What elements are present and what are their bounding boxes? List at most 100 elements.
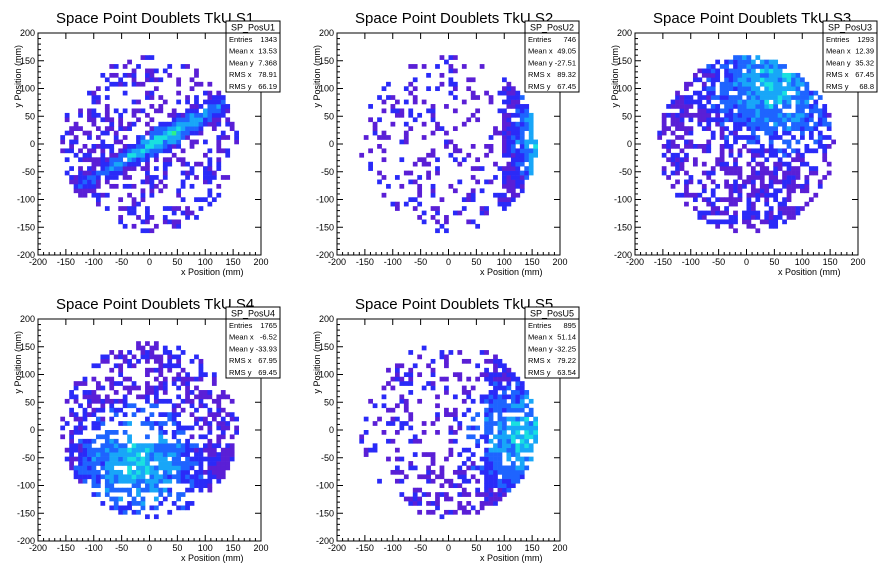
heatmap-cell [118, 452, 124, 457]
heatmap-cell [733, 135, 738, 140]
heatmap-cell [786, 183, 792, 189]
heatmap-cell [777, 135, 783, 140]
heatmap-cell [403, 407, 409, 413]
heatmap-cell [171, 474, 177, 480]
heatmap-cell [408, 376, 414, 382]
heatmap-cell [488, 447, 494, 453]
heatmap-cell [506, 86, 512, 92]
heatmap-cell [444, 456, 449, 462]
heatmap-cell [185, 126, 190, 131]
heatmap-cell [408, 372, 414, 378]
heatmap-cell [733, 64, 738, 69]
heatmap-cell [661, 166, 667, 171]
heatmap-cell [412, 438, 418, 444]
heatmap-cell [122, 421, 128, 426]
heatmap-cell [519, 135, 525, 140]
heatmap-cell [87, 469, 92, 475]
heatmap-cell [461, 99, 467, 105]
heatmap-cell [100, 130, 106, 136]
heatmap-cell [171, 456, 177, 462]
heatmap-cell [484, 447, 489, 453]
heatmap-cell [180, 474, 186, 480]
heatmap-cell [515, 148, 521, 154]
heatmap-cell [524, 412, 530, 417]
heatmap-cell [524, 390, 530, 395]
heatmap-cell [768, 170, 774, 176]
heatmap-cell [399, 492, 405, 497]
heatmap-cell [773, 90, 779, 96]
heatmap-cell [755, 135, 761, 140]
heatmap-cell [167, 139, 173, 145]
x-tick-label: 150 [823, 257, 838, 267]
heatmap-cell [78, 126, 83, 131]
heatmap-cell [113, 161, 119, 167]
heatmap-cell [728, 148, 734, 154]
heatmap-cell [759, 192, 765, 198]
heatmap-cell [697, 192, 703, 198]
heatmap-cell [800, 117, 805, 123]
heatmap-cell [452, 412, 458, 417]
heatmap-cell [180, 117, 186, 123]
heatmap-cell [502, 363, 507, 369]
heatmap-cell [417, 496, 423, 502]
heatmap-cell [176, 90, 182, 96]
heatmap-cell [189, 456, 195, 462]
heatmap-cell [728, 99, 734, 105]
heatmap-cell [484, 412, 489, 417]
x-tick-label: -200 [328, 257, 346, 267]
heatmap-cell [372, 130, 378, 136]
heatmap-cell [764, 210, 770, 216]
stats-label: Mean y [826, 58, 851, 67]
heatmap-cell [185, 478, 190, 484]
heatmap-cell [386, 135, 391, 140]
heatmap-cell [768, 215, 774, 220]
heatmap-cell [203, 166, 208, 171]
heatmap-cell [461, 469, 467, 475]
heatmap-cell [122, 461, 128, 466]
heatmap-cell [216, 403, 222, 409]
heatmap-cell [100, 447, 106, 453]
heatmap-cell [113, 456, 119, 462]
heatmap-cell [194, 130, 199, 136]
heatmap-cell [795, 108, 801, 114]
heatmap-cell [533, 144, 538, 149]
heatmap-cell [194, 483, 199, 489]
heatmap-cell [724, 219, 729, 225]
heatmap-cell [198, 197, 204, 203]
heatmap-cell [220, 175, 226, 180]
heatmap-cell [91, 412, 97, 417]
heatmap-cell [118, 398, 124, 404]
heatmap-cell [158, 398, 164, 404]
heatmap-cell [493, 367, 498, 373]
heatmap-cell [100, 416, 106, 422]
heatmap-cell [386, 95, 391, 100]
heatmap-cell [145, 175, 150, 180]
heatmap-cell [502, 403, 507, 409]
heatmap-cell [78, 425, 83, 431]
stats-value: 895 [563, 321, 576, 330]
stats-value: 79.22 [557, 356, 576, 365]
heatmap-cell [100, 72, 106, 78]
heatmap-cell [78, 438, 83, 444]
heatmap-cell [162, 438, 168, 444]
heatmap-cell [759, 64, 765, 69]
heatmap-cell [145, 161, 150, 167]
heatmap-cell [104, 434, 110, 440]
heatmap-cell [764, 108, 770, 114]
heatmap-cell [122, 161, 128, 167]
heatmap-cell [444, 219, 449, 225]
heatmap-cell [73, 394, 79, 400]
heatmap-cell [145, 465, 150, 471]
heatmap-cell [149, 148, 155, 154]
heatmap-cell [421, 474, 427, 480]
heatmap-cell [502, 443, 507, 449]
x-tick-label: -150 [57, 257, 75, 267]
heatmap-cell [479, 469, 485, 475]
heatmap-cell [207, 447, 213, 453]
heatmap-cell [118, 77, 124, 83]
heatmap-cell [733, 72, 738, 78]
heatmap-cell [750, 215, 756, 220]
heatmap-cell [746, 223, 752, 229]
heatmap-cell [479, 434, 485, 440]
heatmap-cell [176, 77, 182, 83]
